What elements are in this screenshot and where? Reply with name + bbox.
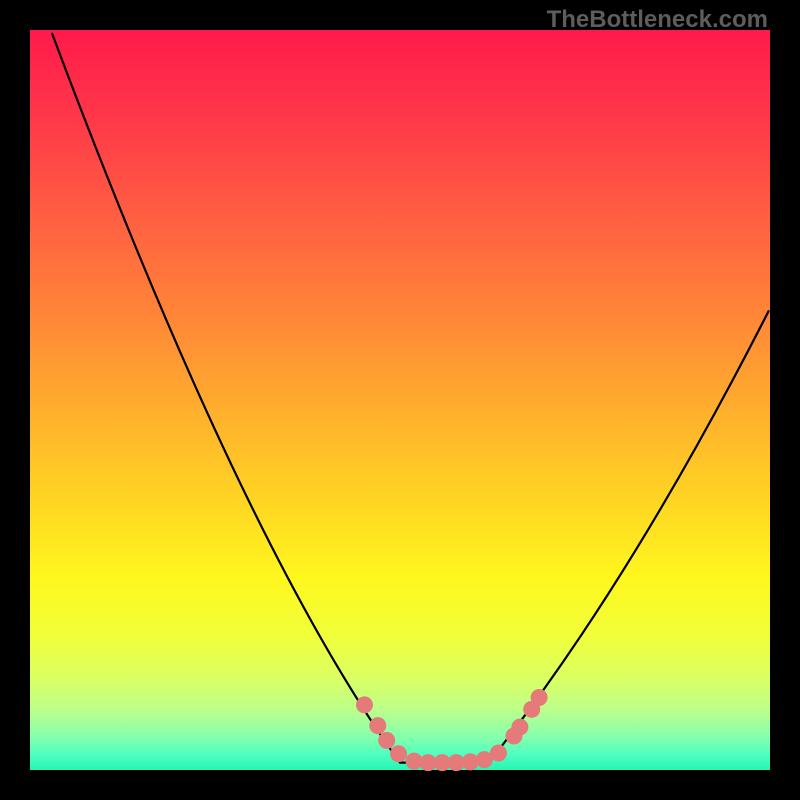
watermark-text: TheBottleneck.com (547, 6, 768, 34)
data-marker (378, 732, 395, 749)
chart-svg (0, 0, 800, 800)
chart-stage: TheBottleneck.com (0, 0, 800, 800)
data-marker (369, 717, 386, 734)
data-marker (356, 696, 373, 713)
data-marker (490, 744, 507, 761)
data-marker (531, 689, 548, 706)
gradient-background (30, 30, 770, 770)
data-marker (390, 745, 407, 762)
data-marker (511, 719, 528, 736)
